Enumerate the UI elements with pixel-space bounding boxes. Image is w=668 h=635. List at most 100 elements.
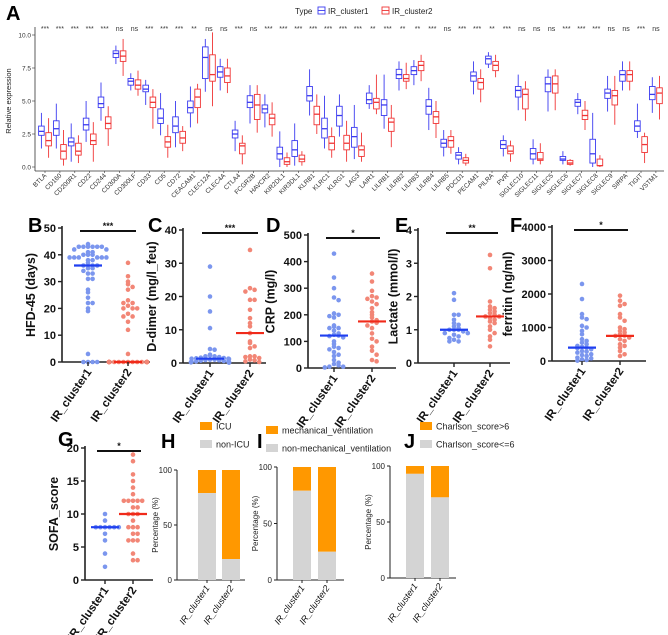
box-c2 (60, 144, 67, 160)
data-point (76, 244, 82, 250)
data-point (456, 334, 461, 339)
data-point (492, 305, 497, 311)
box-c2 (581, 109, 589, 120)
data-point (247, 247, 253, 253)
x-tick-label: CD33 (136, 172, 153, 189)
significance-label: *** (145, 26, 153, 33)
box-c2 (45, 132, 52, 147)
data-point (487, 344, 493, 349)
y-tick-label: 10 (44, 330, 56, 342)
data-point (331, 285, 337, 291)
box-c1 (187, 100, 194, 114)
gene-group: ***CD200R1 (53, 26, 82, 198)
data-point (617, 303, 623, 309)
y-tick-label: 30 (44, 277, 56, 289)
y-tick-label: 200 (284, 310, 302, 322)
data-point (340, 364, 346, 369)
significance-label: *** (235, 26, 243, 33)
data-point (374, 339, 379, 344)
data-point (575, 358, 580, 363)
box-c1 (336, 105, 343, 127)
box-c1 (53, 120, 60, 136)
y-tick-label: 2.5 (22, 132, 31, 139)
data-point (81, 268, 86, 274)
gene-group: **LAIR1 (358, 26, 380, 190)
data-point (622, 318, 627, 324)
box-c1 (485, 55, 492, 65)
box-c1 (127, 78, 135, 86)
data-point (252, 297, 257, 303)
box-c1 (470, 71, 477, 82)
data-point (617, 311, 623, 317)
data-point (584, 341, 589, 347)
data-point (102, 564, 108, 570)
y-tick-label: 40 (165, 225, 177, 237)
panel-a: A 0.0 2.5 5.0 7.5 10.0 Relative expression Type… (4, 3, 664, 200)
data-point (617, 298, 623, 304)
box-c2 (90, 133, 97, 146)
data-point (193, 359, 199, 364)
data-point (102, 551, 108, 556)
data-point (247, 307, 253, 313)
significance-label: *** (71, 26, 79, 33)
box-c1 (276, 146, 284, 160)
gene-group: *** KLRG1 (326, 26, 350, 192)
gene-group: **LILRB2 (386, 26, 410, 193)
panel-label-a: A (6, 3, 20, 25)
gene-group: ***LAG3 (345, 26, 365, 189)
y-tick-label: 300 (284, 283, 302, 295)
data-point (130, 531, 136, 537)
data-point (374, 295, 379, 300)
bar-segment-top (406, 466, 424, 474)
data-point (243, 359, 248, 364)
data-point (130, 314, 135, 319)
data-point (85, 295, 91, 300)
data-point (451, 324, 457, 329)
data-point (90, 252, 95, 258)
data-point (247, 340, 253, 346)
significance-label: ** (489, 26, 495, 33)
significance-label: ns (518, 26, 526, 33)
data-point (579, 311, 585, 317)
legend-item: Charlson_score<=6 (436, 440, 515, 450)
data-point (369, 344, 375, 350)
data-point (622, 301, 627, 307)
data-point (622, 343, 627, 349)
data-point (135, 557, 140, 563)
data-point (336, 325, 341, 331)
y-tick-label: 2 (406, 292, 412, 304)
data-point (487, 319, 493, 324)
data-point (374, 359, 379, 364)
data-point (456, 312, 461, 318)
data-point (121, 314, 126, 319)
data-point (579, 323, 585, 329)
data-point (243, 289, 248, 294)
data-point (369, 305, 375, 311)
data-point (369, 271, 375, 276)
y-tick-label: 0.0 (22, 165, 31, 172)
data-point (94, 255, 100, 260)
data-point (369, 288, 375, 294)
data-point (588, 352, 594, 357)
data-point (207, 325, 213, 331)
data-point (588, 356, 594, 361)
data-point (125, 327, 131, 333)
data-point (331, 361, 337, 367)
y-axis-label: SOFA_score (47, 477, 61, 551)
significance-label: *** (458, 26, 466, 33)
data-point (369, 279, 375, 284)
significance-label: ns (220, 26, 228, 33)
data-point (135, 538, 140, 543)
box-c2 (104, 116, 112, 130)
data-point (617, 353, 623, 359)
box-c2 (492, 60, 499, 72)
significance-label: *** (309, 26, 317, 33)
box-c2 (566, 159, 574, 165)
significance-label: *** (324, 26, 332, 33)
y-tick-label: 3 (406, 258, 412, 270)
data-point (487, 252, 493, 258)
